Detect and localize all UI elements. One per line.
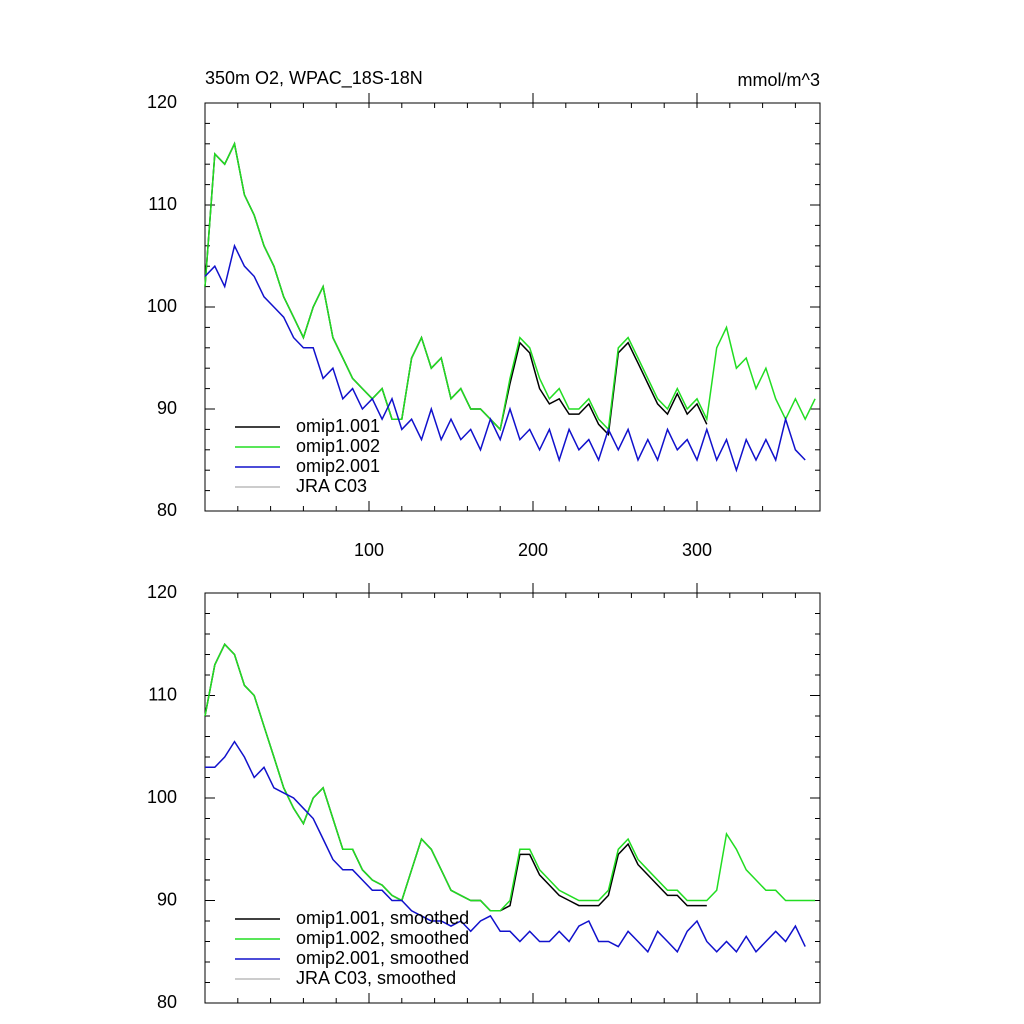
y-tick-label: 120	[147, 582, 177, 602]
y-tick-label: 90	[157, 889, 177, 909]
series-line	[204, 243, 806, 473]
y-tick-label: 110	[148, 684, 177, 704]
x-tick-label: 100	[354, 540, 384, 560]
series-line	[205, 740, 806, 954]
y-tick-label: 80	[157, 992, 177, 1012]
legend-label: omip1.002	[296, 436, 380, 456]
legend-label: omip1.001	[296, 416, 380, 436]
y-tick-label: 90	[157, 398, 177, 418]
legend-label: JRA C03, smoothed	[296, 968, 456, 988]
x-tick-label: 200	[518, 540, 548, 560]
legend-label: omip2.001, smoothed	[296, 948, 469, 968]
series-line	[204, 643, 816, 912]
legend-label: JRA C03	[296, 476, 367, 496]
y-tick-label: 110	[148, 194, 177, 214]
units-label: mmol/m^3	[738, 70, 820, 90]
series-line	[204, 141, 816, 432]
series-line	[204, 141, 708, 437]
legend-label: omip1.002, smoothed	[296, 928, 469, 948]
plot-frame	[204, 592, 821, 1004]
chart-title: 350m O2, WPAC_18S-18N	[205, 68, 423, 89]
y-tick-label: 80	[157, 500, 177, 520]
plot-frame	[204, 102, 821, 512]
y-tick-label: 100	[147, 296, 177, 316]
x-tick-label: 300	[682, 540, 712, 560]
legend-label: omip2.001	[296, 456, 380, 476]
y-tick-label: 120	[147, 92, 177, 112]
y-tick-label: 100	[147, 787, 177, 807]
legend-label: omip1.001, smoothed	[296, 908, 469, 928]
